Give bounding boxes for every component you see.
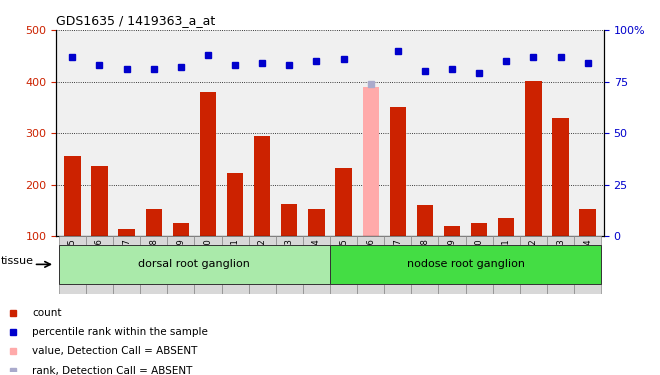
Bar [64, 156, 81, 236]
Bar [330, 236, 357, 294]
Bar [222, 236, 249, 294]
Text: percentile rank within the sample: percentile rank within the sample [32, 327, 209, 337]
Text: GSM63694: GSM63694 [583, 238, 592, 284]
Bar [119, 228, 135, 236]
Text: GSM63693: GSM63693 [556, 238, 565, 284]
Bar [362, 87, 379, 236]
Bar [416, 206, 433, 236]
Text: GSM63679: GSM63679 [176, 238, 185, 284]
Text: GSM63685: GSM63685 [339, 238, 348, 284]
Text: dorsal root ganglion: dorsal root ganglion [139, 260, 250, 269]
Bar [547, 236, 574, 294]
Bar [308, 209, 325, 236]
Text: GSM63689: GSM63689 [447, 238, 457, 284]
Bar [276, 236, 303, 294]
Text: GDS1635 / 1419363_a_at: GDS1635 / 1419363_a_at [56, 15, 215, 27]
Bar [389, 107, 406, 236]
Text: rank, Detection Call = ABSENT: rank, Detection Call = ABSENT [32, 366, 193, 375]
Bar [91, 166, 108, 236]
Bar [173, 224, 189, 236]
Bar [444, 226, 460, 236]
Bar [493, 236, 520, 294]
Text: GSM63678: GSM63678 [149, 238, 158, 284]
Bar [140, 236, 167, 294]
Text: nodose root ganglion: nodose root ganglion [407, 260, 525, 269]
Bar [59, 244, 330, 284]
Bar [438, 236, 465, 294]
Bar [411, 236, 438, 294]
Bar [281, 204, 298, 236]
Text: GSM63692: GSM63692 [529, 238, 538, 284]
Text: GSM63686: GSM63686 [366, 238, 375, 284]
Text: GSM63688: GSM63688 [420, 238, 430, 284]
Text: GSM63675: GSM63675 [68, 238, 77, 284]
Bar [552, 118, 569, 236]
Bar [59, 236, 86, 294]
Text: GSM63682: GSM63682 [257, 238, 267, 284]
Text: GSM63677: GSM63677 [122, 238, 131, 284]
Text: GSM63680: GSM63680 [203, 238, 213, 284]
Bar [498, 218, 514, 236]
Bar [471, 223, 487, 236]
Text: tissue: tissue [1, 256, 34, 266]
Bar [303, 236, 330, 294]
Bar [195, 236, 222, 294]
Text: GSM63687: GSM63687 [393, 238, 403, 284]
Bar [86, 236, 113, 294]
Text: GSM63676: GSM63676 [95, 238, 104, 284]
Text: GSM63681: GSM63681 [230, 238, 240, 284]
Bar [574, 236, 601, 294]
Text: GSM63691: GSM63691 [502, 238, 511, 284]
Bar [146, 209, 162, 236]
Bar [254, 136, 271, 236]
Bar [579, 209, 596, 236]
Bar [520, 236, 547, 294]
Bar [525, 81, 541, 236]
Text: GSM63690: GSM63690 [475, 238, 484, 284]
Bar [167, 236, 195, 294]
Text: count: count [32, 308, 62, 318]
Bar [357, 236, 384, 294]
Bar [200, 92, 216, 236]
Bar [330, 244, 601, 284]
Text: GSM63684: GSM63684 [312, 238, 321, 284]
Bar [227, 173, 244, 236]
Bar [249, 236, 276, 294]
Text: GSM63683: GSM63683 [285, 238, 294, 284]
Bar [113, 236, 140, 294]
Bar [465, 236, 493, 294]
Bar [335, 168, 352, 236]
Bar [384, 236, 411, 294]
Text: value, Detection Call = ABSENT: value, Detection Call = ABSENT [32, 346, 198, 356]
